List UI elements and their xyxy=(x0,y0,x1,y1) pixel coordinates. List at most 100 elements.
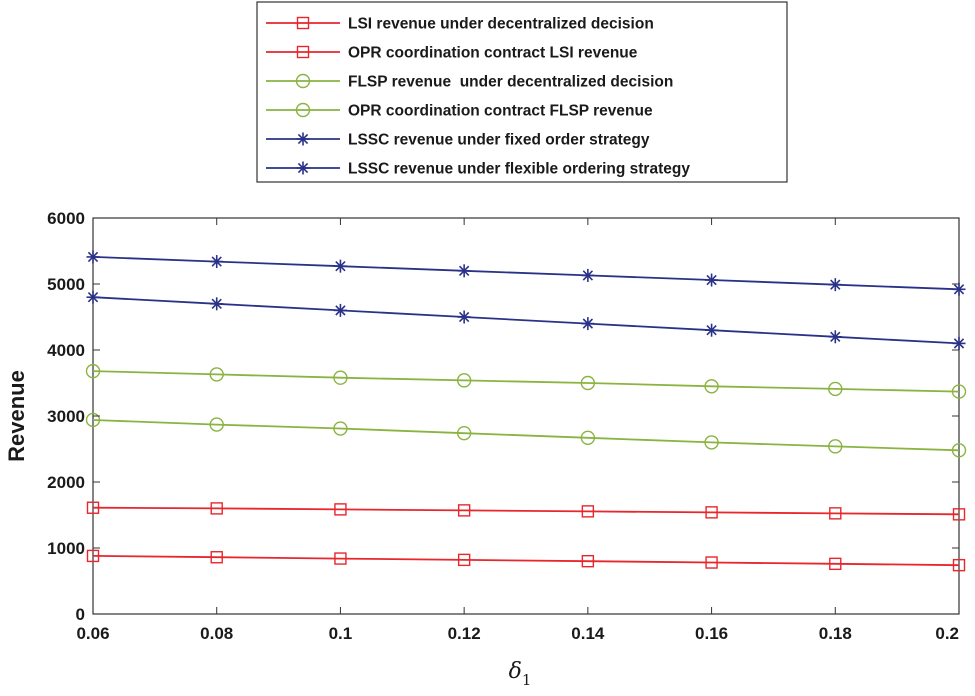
x-tick-label: 0.1 xyxy=(329,624,353,643)
data-point-3-4 xyxy=(580,375,596,391)
data-point-5-2 xyxy=(333,259,347,273)
data-point-4-0 xyxy=(86,290,100,304)
data-point-4-2 xyxy=(333,303,347,317)
data-point-2-7 xyxy=(951,443,967,458)
legend-entry-2: FLSP revenue under decentralized decisio… xyxy=(266,74,673,91)
legend-box xyxy=(256,1,788,183)
data-point-1-2 xyxy=(334,503,347,516)
data-point-4-4 xyxy=(581,317,595,331)
data-point-2-5 xyxy=(704,435,719,450)
data-point-1-4 xyxy=(581,505,595,518)
data-point-0-5 xyxy=(705,556,718,569)
data-point-2-6 xyxy=(828,439,843,454)
data-point-5-5 xyxy=(705,273,719,287)
series-5 xyxy=(86,250,966,296)
legend-label: LSI revenue under decentralized decision xyxy=(348,16,654,33)
legend-marker xyxy=(296,132,310,146)
data-point-5-4 xyxy=(581,268,595,282)
x-tick-label: 0.06 xyxy=(76,624,109,643)
data-point-1-5 xyxy=(705,506,718,519)
data-point-1-0 xyxy=(86,501,100,514)
data-point-3-2 xyxy=(333,370,348,385)
series-3 xyxy=(85,363,967,399)
data-point-2-0 xyxy=(85,412,101,428)
y-tick-label: 1000 xyxy=(47,539,85,558)
x-tick-label: 0.2 xyxy=(935,624,959,643)
y-tick-label: 5000 xyxy=(47,275,85,294)
data-point-0-1 xyxy=(210,551,223,564)
data-point-5-3 xyxy=(457,264,471,278)
x-tick-label: 0.12 xyxy=(448,624,481,643)
data-point-4-3 xyxy=(457,310,471,324)
y-tick-label: 4000 xyxy=(47,341,85,360)
data-point-4-6 xyxy=(828,330,842,344)
data-point-5-0 xyxy=(86,250,100,264)
data-point-1-1 xyxy=(210,502,223,515)
x-axis-label-subscript: 1 xyxy=(522,671,532,689)
data-point-1-3 xyxy=(457,504,471,517)
series-4 xyxy=(86,290,966,350)
data-point-0-2 xyxy=(334,552,347,565)
x-tick-label: 0.14 xyxy=(571,624,605,643)
legend-entry-0: LSI revenue under decentralized decision xyxy=(266,16,654,33)
series-line-4 xyxy=(92,296,960,345)
x-axis-ticks: 0.06 0.08 0.1 0.12 0.14 0.16 0.18 0.2 xyxy=(76,218,960,643)
y-tick-label: 0 xyxy=(76,605,85,624)
series-line-2 xyxy=(92,419,960,452)
legend-label: LSSC revenue under flexible ordering str… xyxy=(348,161,690,178)
data-point-3-5 xyxy=(704,379,719,394)
legend-marker xyxy=(295,73,311,89)
data-point-5-1 xyxy=(210,255,224,269)
data-point-4-7 xyxy=(952,336,966,350)
data-point-4-1 xyxy=(210,297,224,311)
series-1 xyxy=(86,501,966,521)
x-tick-label: 0.08 xyxy=(200,624,233,643)
legend-marker xyxy=(296,161,310,175)
legend-marker xyxy=(295,102,311,118)
data-point-3-1 xyxy=(209,367,224,382)
data-point-3-0 xyxy=(85,363,101,379)
y-tick-label: 6000 xyxy=(47,209,85,228)
x-axis-label-symbol: δ xyxy=(509,659,522,684)
data-point-0-7 xyxy=(952,558,966,572)
legend-label: LSSC revenue under fixed order strategy xyxy=(348,132,650,149)
data-point-3-7 xyxy=(951,384,967,399)
data-point-0-4 xyxy=(581,555,595,568)
legend-entry-3: OPR coordination contract FLSP revenue xyxy=(266,103,653,120)
legend: LSI revenue under decentralized decision… xyxy=(256,1,788,183)
data-point-4-5 xyxy=(705,323,719,337)
data-point-0-3 xyxy=(457,553,471,567)
series-line-3 xyxy=(92,370,960,393)
data-point-3-6 xyxy=(828,381,843,397)
data-point-3-3 xyxy=(456,373,472,388)
legend-entry-5: LSSC revenue under flexible ordering str… xyxy=(266,161,690,178)
legend-label: FLSP revenue under decentralized decisio… xyxy=(348,74,673,91)
series-line-0 xyxy=(92,555,960,567)
data-point-2-1 xyxy=(209,417,224,432)
y-axis-label: Revenue xyxy=(4,370,29,462)
legend-entry-1: OPR coordination contract LSI revenue xyxy=(266,45,638,62)
legend-marker xyxy=(296,45,310,59)
series-line-1 xyxy=(92,506,960,516)
x-tick-label: 0.18 xyxy=(819,624,852,643)
series-2 xyxy=(85,412,967,458)
x-tick-label: 0.16 xyxy=(695,624,728,643)
x-axis-label: δ1 xyxy=(509,659,532,689)
data-point-0-6 xyxy=(829,557,842,571)
legend-entry-4: LSSC revenue under fixed order strategy xyxy=(266,132,650,149)
series-line-5 xyxy=(92,256,960,291)
legend-label: OPR coordination contract LSI revenue xyxy=(348,45,638,62)
data-point-5-6 xyxy=(828,278,842,292)
y-tick-label: 2000 xyxy=(47,473,85,492)
data-point-2-4 xyxy=(580,430,596,445)
data-point-2-3 xyxy=(456,425,472,441)
data-point-5-7 xyxy=(952,282,966,296)
y-tick-label: 3000 xyxy=(47,407,85,426)
series-0 xyxy=(86,549,966,572)
data-point-1-6 xyxy=(829,507,842,520)
series-layer xyxy=(85,250,967,572)
data-point-2-2 xyxy=(333,421,348,436)
data-point-1-7 xyxy=(952,508,966,521)
data-point-0-0 xyxy=(86,549,100,563)
